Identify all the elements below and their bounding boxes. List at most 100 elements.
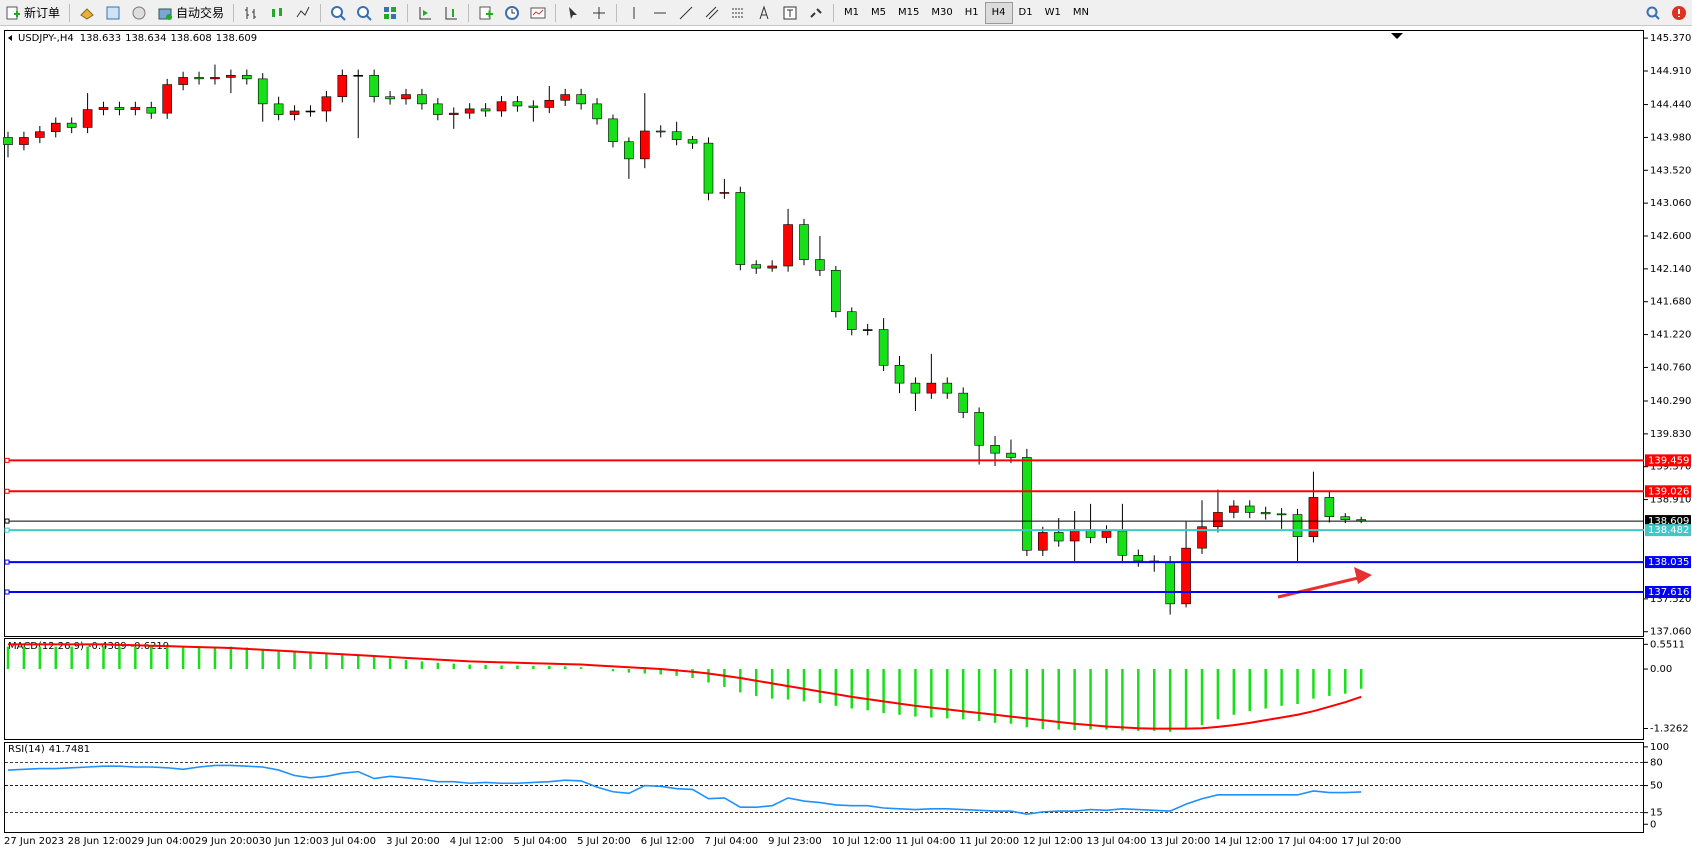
x-tick-label: 29 Jun 20:00: [195, 836, 259, 847]
y-tick-label: 143.980: [1650, 132, 1691, 143]
search-button[interactable]: [1640, 2, 1666, 24]
candle-body: [831, 269, 841, 313]
x-tick-label: 13 Jul 04:00: [1087, 836, 1147, 847]
separator: [555, 3, 557, 22]
timeframe-button[interactable]: M15: [898, 7, 920, 18]
background: [0, 26, 1692, 852]
x-tick-label: 28 Jun 12:00: [68, 836, 132, 847]
x-tick-label: 9 Jul 23:00: [768, 836, 822, 847]
annotation-arrow: [1277, 567, 1372, 599]
arrows-button[interactable]: [803, 2, 829, 24]
level-label-box: [1645, 454, 1691, 467]
tool-button[interactable]: [264, 2, 290, 24]
quote-high: 138.634: [125, 33, 166, 44]
x-tick-label: 3 Jul 04:00: [322, 836, 376, 847]
separator: [407, 3, 409, 22]
timeframe-button[interactable]: W1: [1044, 7, 1061, 18]
y-tick-label: 141.220: [1650, 330, 1691, 341]
candle-body: [194, 77, 204, 80]
timeframe-button[interactable]: MN: [1072, 7, 1089, 18]
trendline-button[interactable]: [673, 2, 699, 24]
candle-body: [560, 94, 571, 101]
candle-body: [1244, 505, 1255, 513]
tool-button[interactable]: [238, 2, 264, 24]
macd-name: MACD(12,26,9): [8, 641, 84, 652]
tool-button[interactable]: [100, 2, 126, 24]
timeframe-button[interactable]: D1: [1018, 7, 1033, 18]
candle-body: [1213, 512, 1223, 528]
candle-body: [1069, 529, 1080, 542]
candle-body: [767, 265, 777, 269]
tool-button[interactable]: [438, 2, 464, 24]
level-label-box: [1645, 515, 1691, 528]
periods-button[interactable]: [499, 2, 525, 24]
x-tick-label: 27 Jun 2023: [4, 836, 64, 847]
vline-button[interactable]: [621, 2, 647, 24]
level-label-box: [1645, 524, 1691, 537]
x-tick-label: 13 Jul 20:00: [1150, 836, 1210, 847]
text-button[interactable]: [751, 2, 777, 24]
notification-button[interactable]: [1666, 2, 1692, 24]
cursor-button[interactable]: [560, 2, 586, 24]
level-label: 139.026: [1648, 486, 1689, 497]
shift-marker: [1391, 33, 1403, 39]
y-tick-label: 50: [1650, 781, 1663, 792]
candle-body: [926, 382, 937, 394]
x-tick-label: 7 Jul 04:00: [704, 836, 758, 847]
separator: [69, 3, 71, 22]
menu-marker: [8, 35, 12, 41]
timeframe-button[interactable]: M30: [931, 7, 953, 18]
zoom-in-button[interactable]: [325, 2, 351, 24]
candle-body: [735, 192, 746, 265]
candle-body: [639, 130, 650, 160]
crosshair-button[interactable]: [586, 2, 612, 24]
timeframe-button[interactable]: M5: [871, 7, 887, 18]
tool-button[interactable]: [290, 2, 316, 24]
level-handle: [4, 589, 10, 595]
candle-body: [544, 99, 555, 108]
auto-trading-button[interactable]: 自动交易: [152, 2, 229, 24]
y-tick-label: -1.3262: [1650, 724, 1689, 735]
candle-body: [1101, 530, 1112, 538]
candle-body: [1276, 513, 1287, 516]
candle-body: [1229, 505, 1239, 513]
candle-body: [242, 74, 252, 80]
candle-body: [114, 107, 125, 110]
hline-button[interactable]: [647, 2, 673, 24]
candle-body: [687, 139, 698, 144]
new-order-button[interactable]: 新订单: [0, 2, 65, 24]
tool-button[interactable]: [74, 2, 100, 24]
tool-button[interactable]: [412, 2, 438, 24]
candle-body: [624, 141, 634, 160]
candle-body: [862, 329, 873, 331]
candle-body: [257, 78, 268, 105]
indicators-button[interactable]: [473, 2, 499, 24]
level-handle: [4, 518, 10, 524]
tile-button[interactable]: [377, 2, 403, 24]
candle-body: [1165, 561, 1175, 605]
candle-body: [130, 107, 141, 110]
y-tick-label: 142.600: [1650, 231, 1691, 242]
candle-body: [576, 94, 586, 105]
zoom-out-button[interactable]: [351, 2, 377, 24]
level-label-box: [1645, 556, 1691, 569]
candle-body: [799, 224, 809, 260]
level-label: 138.609: [1648, 516, 1689, 527]
x-tick-label: 6 Jul 12:00: [641, 836, 695, 847]
templates-button[interactable]: [525, 2, 551, 24]
label-button[interactable]: [777, 2, 803, 24]
channel-button[interactable]: [699, 2, 725, 24]
timeframe-button[interactable]: M1: [844, 7, 860, 18]
timeframe-button[interactable]: H4: [984, 1, 1013, 24]
tool-button[interactable]: [126, 2, 152, 24]
y-tick-label: 145.370: [1650, 33, 1691, 44]
candle-body: [226, 74, 236, 78]
candle-body: [846, 311, 857, 330]
candle-body: [751, 264, 762, 269]
rsi-title: RSI(14) 41.7481: [8, 744, 90, 755]
candle-body: [369, 74, 379, 98]
timeframe-button[interactable]: H1: [964, 7, 979, 18]
macd-signal-line: [8, 643, 1362, 730]
fibo-button[interactable]: [725, 2, 751, 24]
